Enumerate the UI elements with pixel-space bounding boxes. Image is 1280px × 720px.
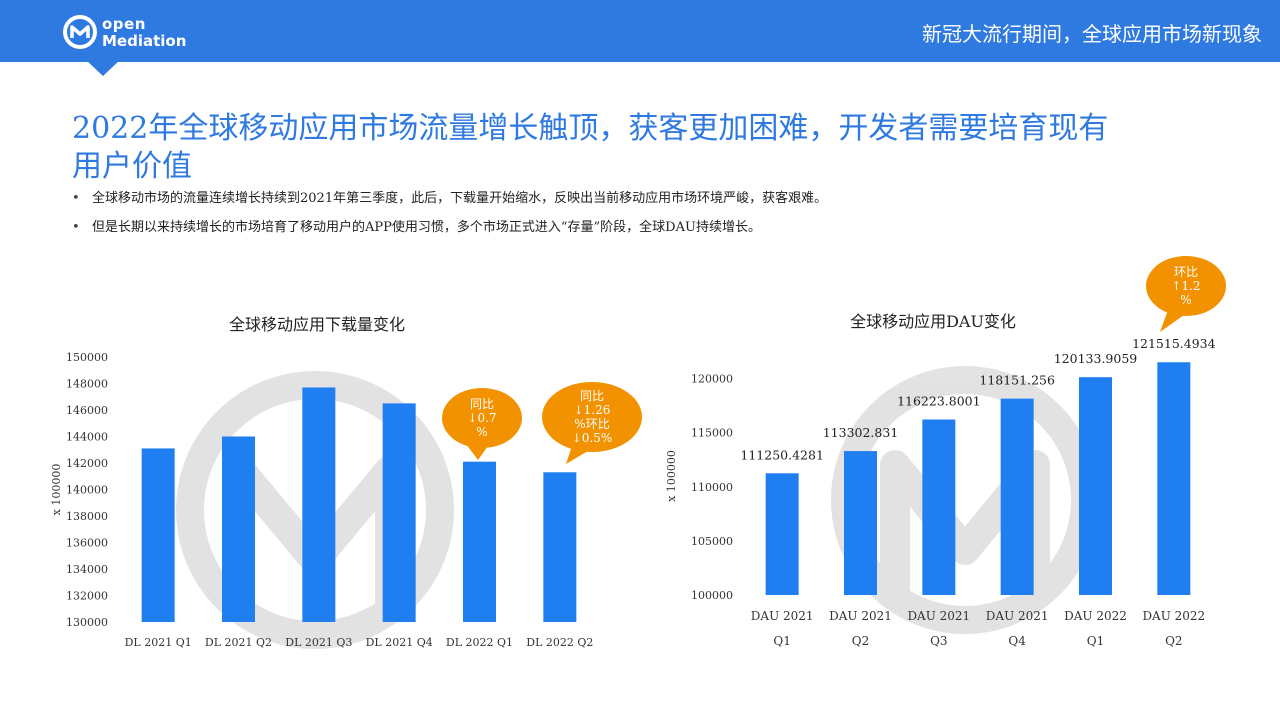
callout-text: % (476, 425, 487, 439)
x-tick-label: DL 2021 Q4 (366, 636, 433, 649)
x-tick-label: DAU 2022 (1064, 609, 1127, 623)
y-tick-label: 146000 (66, 404, 108, 417)
data-label: 120133.9059 (1054, 351, 1138, 366)
bar (1157, 362, 1191, 595)
header-bar (0, 0, 1280, 62)
x-tick-label: Q2 (1165, 634, 1182, 648)
x-tick-label: Q3 (930, 634, 947, 648)
y-tick-label: 142000 (66, 457, 108, 470)
callout-bubble (1146, 256, 1226, 316)
y-tick-label: 148000 (66, 378, 108, 391)
header-title: 新冠大流行期间，全球应用市场新现象 (922, 22, 1262, 46)
download-chart: 全球移动应用下载量变化 x 100000 130000 132000 134000 136… (50, 315, 642, 649)
callout-tail (566, 446, 588, 464)
x-tick-label: DL 2022 Q1 (446, 636, 513, 649)
callout-text: ↓1.26 (574, 403, 611, 417)
bar (922, 419, 956, 595)
callout-text: ↓0.5% (572, 431, 613, 445)
y-tick-label: 130000 (66, 616, 108, 629)
x-tick-label: DL 2021 Q3 (285, 636, 352, 649)
y-tick-label: 140000 (66, 484, 108, 497)
callout-text: 同比 (580, 389, 604, 403)
bar (1000, 398, 1034, 595)
bar (765, 473, 799, 595)
y-axis-label: x 100000 (665, 450, 678, 502)
logo-line1: open (102, 15, 146, 33)
bar (302, 387, 336, 622)
x-tick-label: DAU 2021 (986, 609, 1049, 623)
y-tick-label: 132000 (66, 590, 108, 603)
callout-bubble (442, 388, 522, 448)
x-tick-label: Q1 (1087, 634, 1104, 648)
bar (222, 436, 255, 622)
callout-bubble (542, 382, 642, 452)
callout-text: 环比 (1174, 265, 1198, 279)
y-tick-label: 150000 (66, 351, 108, 364)
bullet-item: 但是长期以来持续增长的市场培育了移动用户的APP使用习惯，多个市场正式进入“存量… (72, 219, 1222, 236)
x-tick-label: DL 2021 Q2 (205, 636, 272, 649)
x-tick-label: Q1 (773, 634, 790, 648)
callout-tail (466, 444, 488, 460)
bar (382, 403, 416, 622)
chart-title: 全球移动应用下载量变化 (229, 315, 405, 334)
page-title: 2022年全球移动应用市场流量增长触顶，获客更加困难，开发者需要培育现有用户价值 (72, 111, 1109, 184)
y-tick-label: 115000 (691, 427, 733, 440)
watermark-right (831, 366, 1099, 634)
callout-text: % (1180, 293, 1191, 307)
logo-icon (63, 15, 97, 49)
callout-tail (1160, 310, 1184, 332)
logo-wordmark: open Mediation (102, 16, 186, 50)
callout-text: 同比 (470, 397, 494, 411)
bar (543, 472, 577, 622)
callout-text: %环比 (574, 417, 609, 431)
data-label: 118151.256 (979, 373, 1055, 388)
x-tick-label: Q2 (852, 634, 869, 648)
openmediation-logo[interactable]: open Mediation (62, 10, 202, 54)
x-tick-label: DAU 2021 (751, 609, 814, 623)
data-label: 116223.8001 (897, 393, 981, 408)
x-tick-label: DAU 2021 (907, 609, 970, 623)
bullet-list: 全球移动市场的流量连续增长持续到2021年第三季度，此后，下载量开始缩水，反映出… (72, 190, 1222, 248)
x-tick-label: DAU 2021 (829, 609, 892, 623)
x-tick-label: DL 2022 Q2 (526, 636, 593, 649)
chart-title: 全球移动应用DAU变化 (850, 312, 1016, 331)
y-axis-label: x 100000 (50, 464, 63, 516)
y-tick-label: 134000 (66, 563, 108, 576)
y-tick-label: 105000 (691, 535, 733, 548)
bar (844, 451, 877, 595)
bullet-item: 全球移动市场的流量连续增长持续到2021年第三季度，此后，下载量开始缩水，反映出… (72, 190, 1222, 207)
logo-line2: Mediation (102, 32, 187, 50)
y-tick-label: 136000 (66, 537, 108, 550)
bar (141, 448, 175, 622)
callout-text: ↑1.2 (1171, 279, 1200, 293)
y-tick-label: 144000 (66, 431, 108, 444)
x-tick-label: DL 2021 Q1 (125, 636, 192, 649)
callout-text: ↓0.7 (467, 411, 496, 425)
header-notch (86, 60, 120, 76)
data-label: 113302.831 (823, 425, 899, 440)
data-label: 111250.4281 (740, 447, 824, 462)
x-tick-label: Q4 (1008, 634, 1026, 648)
y-tick-label: 138000 (66, 510, 108, 523)
data-label: 121515.4934 (1132, 336, 1216, 351)
y-tick-label: 120000 (691, 373, 733, 386)
y-tick-label: 110000 (691, 481, 733, 494)
y-tick-label: 100000 (691, 589, 733, 602)
dau-chart: 全球移动应用DAU变化 x 100000 100000 105000 110000 115… (665, 256, 1226, 648)
bar (1079, 377, 1112, 595)
bar (463, 461, 496, 622)
x-tick-label: DAU 2022 (1142, 609, 1205, 623)
